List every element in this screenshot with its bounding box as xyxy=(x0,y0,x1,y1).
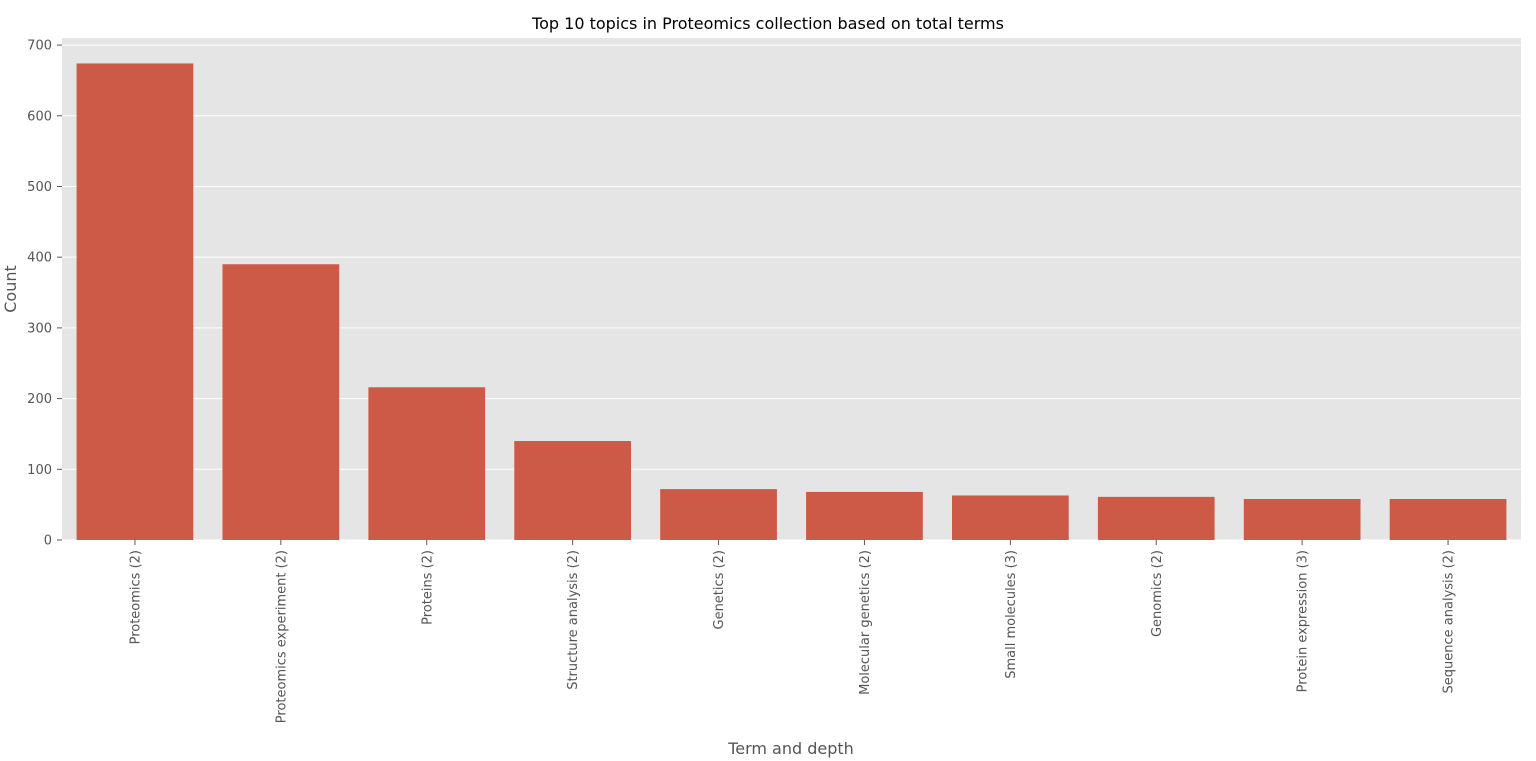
bar xyxy=(660,489,777,540)
bar xyxy=(514,441,632,540)
y-tick-label: 500 xyxy=(27,180,52,195)
bar xyxy=(951,495,1069,540)
bar xyxy=(806,491,923,540)
x-tick-label: Proteins (2) xyxy=(420,550,435,625)
x-tick-label: Protein expression (3) xyxy=(1296,550,1311,692)
x-axis-label: Term and depth xyxy=(727,739,854,758)
bars xyxy=(76,63,1507,540)
y-tick-label: 0 xyxy=(44,534,52,549)
y-tick-label: 400 xyxy=(27,251,52,266)
y-axis: 0 100 200 300 400 500 600 700 xyxy=(27,39,62,549)
x-tick-label: Sequence analysis (2) xyxy=(1442,550,1457,693)
y-tick-label: 700 xyxy=(27,39,52,54)
bar xyxy=(76,63,194,540)
bar xyxy=(1243,498,1361,540)
x-tick-label: Molecular genetics (2) xyxy=(858,550,873,695)
x-tick-label: Genetics (2) xyxy=(712,550,727,630)
y-tick-label: 200 xyxy=(27,392,52,407)
y-axis-label: Count xyxy=(1,265,20,313)
bar xyxy=(222,264,340,540)
x-tick-label: Proteomics experiment (2) xyxy=(274,550,289,723)
bar xyxy=(368,387,486,540)
chart-title: Top 10 topics in Proteomics collection b… xyxy=(531,14,1004,33)
x-tick-label: Structure analysis (2) xyxy=(566,550,581,690)
x-tick-label: Genomics (2) xyxy=(1150,550,1165,637)
y-tick-label: 600 xyxy=(27,109,52,124)
y-tick-label: 100 xyxy=(27,463,52,478)
x-tick-label: Proteomics (2) xyxy=(128,550,143,644)
bar xyxy=(1097,496,1215,540)
x-axis: Proteomics (2) Proteomics experiment (2) P… xyxy=(128,540,1457,723)
x-tick-label: Small molecules (3) xyxy=(1004,550,1019,679)
y-tick-label: 300 xyxy=(27,321,52,336)
bar xyxy=(1389,498,1507,540)
